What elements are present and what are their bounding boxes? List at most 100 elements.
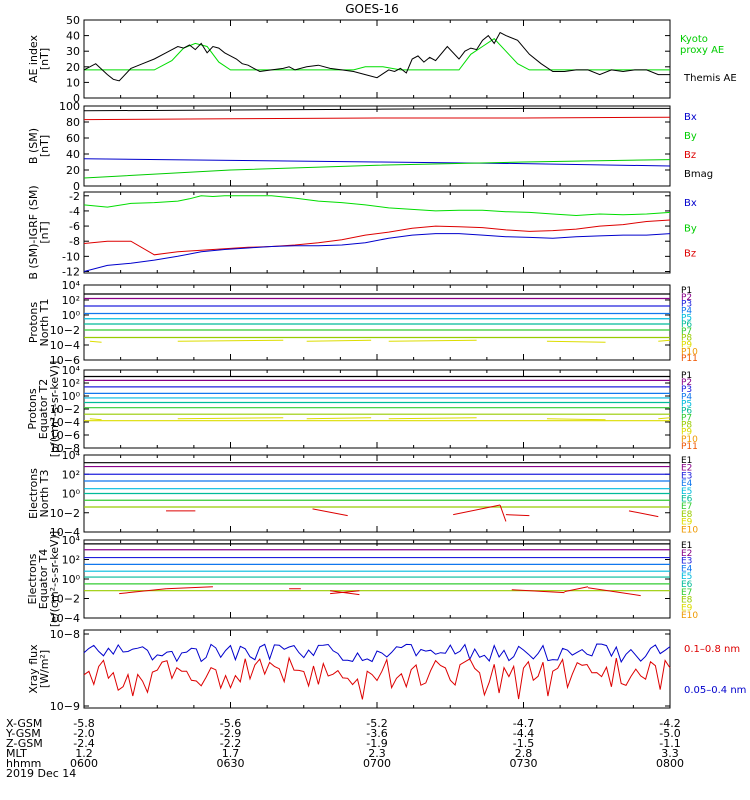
y-tick-label: 10−8 <box>50 442 80 455</box>
y-tick-label: -4 <box>69 205 80 218</box>
y-tick-label: 10² <box>62 554 80 567</box>
series-line <box>83 233 671 272</box>
y-tick-label: 50 <box>66 14 80 27</box>
legend-entry: Kyoto <box>680 34 708 45</box>
y-tick-label: 10⁴ <box>62 364 81 377</box>
channel-label: E5 <box>681 487 692 497</box>
y-tick-label: 60 <box>66 132 80 145</box>
legend-entry: Bx <box>684 112 697 123</box>
channel-label: P6 <box>681 320 692 330</box>
channel-label: P7 <box>681 414 692 424</box>
flux-channel-segment <box>306 339 372 342</box>
panel-frame <box>83 539 671 619</box>
legend-entry: By <box>684 131 697 142</box>
series-line <box>83 107 670 112</box>
y-axis-label: Protons <box>26 388 39 429</box>
flux-channel-segment <box>546 418 606 421</box>
flux-channel-segment <box>330 590 360 595</box>
ephemeris-value: -2.4 <box>73 737 94 750</box>
channel-label: E8 <box>681 510 693 520</box>
series-line <box>84 38 670 71</box>
flux-channel-segment <box>546 340 606 343</box>
flux-channel-segment <box>306 417 372 420</box>
y-tick-label: 80 <box>66 116 80 129</box>
y-axis-label: [nT] <box>38 135 51 157</box>
y-tick-label: 10−2 <box>50 324 80 337</box>
y-tick-label: 10² <box>62 468 80 481</box>
channel-label: E2 <box>681 549 692 559</box>
y-axis-label: Protons <box>27 302 40 343</box>
flux-channel-segment <box>89 418 102 421</box>
y-tick-label: 10−9 <box>50 700 80 713</box>
flux-channel-segment <box>453 504 501 516</box>
y-tick-label: -10 <box>62 250 80 263</box>
flux-channel-segment <box>658 339 671 342</box>
legend-entry: Themis AE <box>683 73 737 84</box>
y-tick-label: 10−2 <box>50 507 80 520</box>
panel-bdiff: -12 -10 -8 -6 -4 -2 B (SM)-IGRF (SM)[nT] Bx By Bz <box>27 185 697 279</box>
flux-channel-segment <box>499 504 507 522</box>
flux-channel-segment <box>505 514 530 517</box>
ephemeris-value: -2.9 <box>220 727 241 740</box>
y-tick-label: 0 <box>73 180 80 193</box>
channel-label: P11 <box>681 442 698 452</box>
y-tick-label: 10⁰ <box>62 488 81 501</box>
y-axis-label: [nT] <box>38 48 51 70</box>
ephemeris-row-label: hhmm <box>6 757 41 770</box>
ephemeris-value: -1.1 <box>659 737 680 750</box>
flux-channel-segment <box>388 339 477 342</box>
flux-channel-segment <box>628 510 659 518</box>
y-tick-label: 10⁰ <box>62 573 81 586</box>
legend-entry: Bx <box>684 198 697 209</box>
xray-short-series <box>83 656 671 700</box>
channel-label: P2 <box>681 293 692 303</box>
date-label: 2019 Dec 14 <box>6 767 76 780</box>
flux-channel-segment <box>166 586 213 590</box>
legend-entry: Bz <box>684 150 696 161</box>
plot-title: GOES-16 <box>345 2 399 16</box>
ephemeris-row-label: Z-GSM <box>6 737 43 750</box>
panel-frame <box>83 284 671 361</box>
channel-label: E4 <box>681 564 693 574</box>
y-axis-label: [p/(cm²-s-sr-keV)] <box>48 361 61 458</box>
panel-frame <box>83 191 671 274</box>
y-axis-label: North T1 <box>38 299 51 347</box>
channel-label: E10 <box>681 525 698 535</box>
y-tick-label: 10−6 <box>50 354 80 367</box>
channel-label: E9 <box>681 518 693 528</box>
channel-label: E7 <box>681 588 692 598</box>
flux-channel-segment <box>564 586 589 593</box>
flux-channel-segment <box>177 417 284 420</box>
channel-label: E1 <box>681 456 692 466</box>
channel-label: P5 <box>681 313 692 323</box>
y-tick-label: 40 <box>66 148 80 161</box>
time-tick-label: 0630 <box>217 757 245 770</box>
flux-channel-segment <box>511 589 565 594</box>
channel-label: P1 <box>681 286 692 296</box>
series-line <box>83 116 671 121</box>
series-line <box>83 219 671 256</box>
y-tick-label: 10⁴ <box>62 534 81 547</box>
channel-label: P8 <box>681 421 692 431</box>
y-tick-label: 40 <box>66 30 80 43</box>
channel-label: P10 <box>681 347 698 357</box>
y-tick-label: 20 <box>66 61 80 74</box>
panel-b: 0 20 40 60 80 100 B (SM)[nT] Bx By Bz Bmag <box>27 100 713 193</box>
ephemeris-value: 3.3 <box>661 747 679 760</box>
ephemeris-value: -5.2 <box>366 717 387 730</box>
channel-label: E4 <box>681 479 693 489</box>
y-tick-label: 0 <box>73 92 80 105</box>
channel-label: P9 <box>681 428 692 438</box>
y-tick-label: 10−6 <box>50 429 80 442</box>
channel-label: E6 <box>681 580 693 590</box>
legend-entry: By <box>684 223 697 234</box>
channel-label: E8 <box>681 596 693 606</box>
y-tick-label: 20 <box>66 164 80 177</box>
y-axis-label: North T3 <box>38 470 51 518</box>
flux-channel-segment <box>388 417 477 420</box>
channel-label: P8 <box>681 334 692 344</box>
channel-label: P1 <box>681 371 692 381</box>
